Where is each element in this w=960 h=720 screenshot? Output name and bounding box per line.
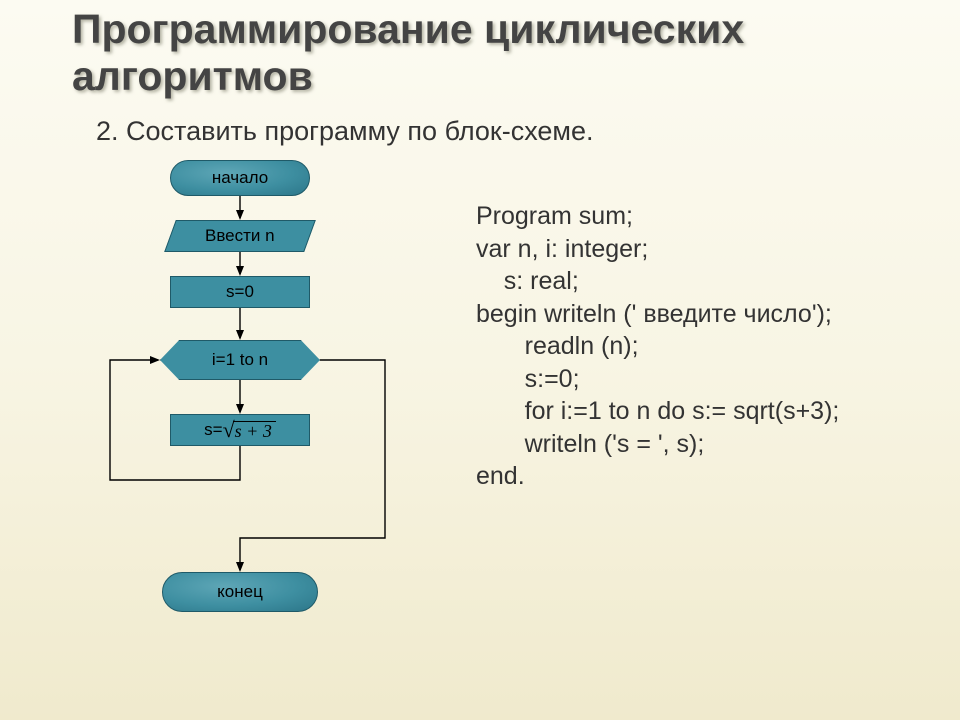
flow-node-start: начало [170,160,310,196]
flow-label: i=1 to n [212,350,268,370]
flow-label: s= √ s + 3 [204,417,276,443]
code-listing: Program sum; var n, i: integer; s: real;… [476,200,936,493]
flow-node-body: s= √ s + 3 [170,414,310,446]
slide-title: Программирование циклических алгоритмов [72,6,892,100]
flowchart: начало Ввести n s=0 i=1 to n s= √ s + 3 … [90,160,450,696]
flow-label: начало [212,168,268,188]
flow-node-s-zero: s=0 [170,276,310,308]
flow-node-input: Ввести n [164,220,316,252]
assign-prefix: s= [204,420,222,440]
flow-node-end: конец [162,572,318,612]
flow-label: Ввести n [205,226,275,246]
radicand: s + 3 [233,421,276,440]
flow-label: конец [217,582,263,602]
slide-subtitle: 2. Составить программу по блок-схеме. [96,116,594,147]
flow-label: s=0 [226,282,254,302]
flow-node-loop: i=1 to n [160,340,320,380]
